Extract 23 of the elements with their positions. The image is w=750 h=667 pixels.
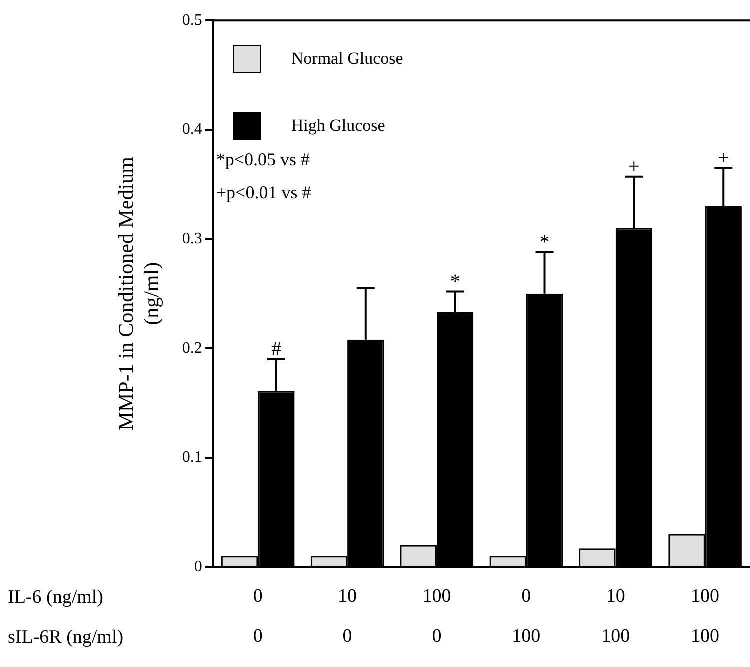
legend-label: High Glucose bbox=[291, 116, 386, 136]
y-tick-label: 0 bbox=[194, 558, 202, 576]
x-axis-title: IL-6 (ng/ml) sIL-6R (ng/ml) bbox=[8, 587, 124, 648]
annotation: *p<0.05 vs # bbox=[216, 149, 310, 170]
x-tick-label: 100 100 bbox=[691, 586, 720, 648]
y-tick-label: 0.2 bbox=[182, 340, 202, 357]
x-tick-label: 0 100 bbox=[512, 586, 541, 648]
y-tick-label: 0.4 bbox=[182, 121, 202, 138]
x-tick-label: 10 100 bbox=[602, 586, 630, 648]
x-tick-label: 10 0 bbox=[338, 586, 358, 648]
y-tick-label: 0.5 bbox=[182, 12, 202, 29]
legend-label: Normal Glucose bbox=[291, 48, 404, 69]
annotation: * bbox=[450, 270, 460, 293]
y-axis-title: MMP-1 in Conditioned Medium (ng/ml) bbox=[114, 157, 164, 431]
x-tick-label: 0 0 bbox=[253, 586, 263, 648]
annotation: +p<0.01 vs # bbox=[216, 182, 312, 202]
annotation: + bbox=[718, 147, 730, 170]
y-tick-label: 0.3 bbox=[182, 230, 202, 248]
y-tick-label: 0.1 bbox=[182, 449, 202, 466]
annotation: # bbox=[271, 338, 282, 361]
annotation: + bbox=[628, 156, 640, 178]
annotation: * bbox=[540, 232, 550, 254]
x-tick-label: 100 0 bbox=[422, 586, 452, 648]
